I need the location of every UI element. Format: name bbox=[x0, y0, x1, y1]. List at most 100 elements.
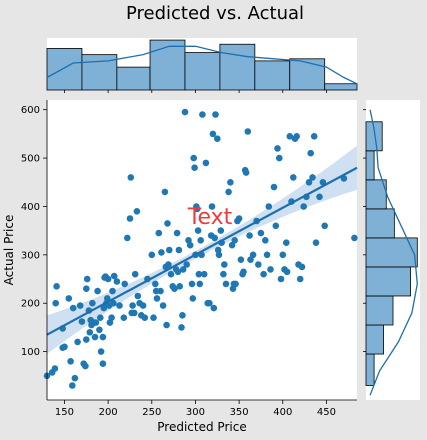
scatter-point bbox=[270, 183, 278, 191]
scatter-point bbox=[99, 333, 107, 341]
scatter-point bbox=[210, 304, 218, 312]
scatter-point bbox=[129, 302, 136, 309]
scatter-point bbox=[206, 299, 213, 307]
x-axis-ticks: 150 200 250 300 350 400 450 bbox=[55, 90, 336, 418]
scatter-point bbox=[83, 336, 90, 343]
scatter-point bbox=[78, 318, 86, 325]
y-axis-label: Actual Price bbox=[2, 215, 16, 286]
scatter-point bbox=[195, 270, 203, 278]
scatter-point bbox=[104, 295, 111, 302]
scatter-point bbox=[307, 149, 315, 157]
scatter-point bbox=[293, 133, 301, 140]
x-tick-label: 350 bbox=[230, 407, 249, 418]
x-tick-label: 300 bbox=[186, 407, 205, 418]
right-marginal-histogram bbox=[365, 109, 418, 396]
scatter-point bbox=[235, 215, 243, 222]
scatter-point bbox=[283, 268, 291, 276]
scatter-point bbox=[89, 299, 96, 307]
scatter-point bbox=[99, 360, 107, 368]
scatter-point bbox=[196, 280, 204, 288]
scatter-point bbox=[290, 174, 297, 181]
scatter-point bbox=[220, 270, 227, 278]
scatter-point bbox=[321, 222, 329, 230]
scatter-point bbox=[298, 263, 306, 271]
scatter-point bbox=[175, 246, 183, 254]
scatter-point bbox=[286, 133, 294, 140]
scatter-point bbox=[109, 287, 116, 295]
scatter-point bbox=[134, 292, 142, 300]
scatter-point bbox=[283, 239, 290, 246]
scatter-point bbox=[126, 215, 134, 222]
scatter-point bbox=[157, 287, 164, 295]
scatter-point bbox=[120, 314, 128, 322]
scatter-point bbox=[188, 280, 196, 288]
scatter-point bbox=[113, 278, 121, 285]
regression-line-path bbox=[46, 166, 358, 336]
scatter-point bbox=[71, 374, 79, 382]
scatter-point bbox=[265, 203, 273, 210]
scatter-point bbox=[161, 188, 169, 196]
scatter-point bbox=[260, 270, 267, 278]
scatter-point bbox=[155, 229, 163, 237]
scatter-point bbox=[267, 266, 274, 273]
scatter-point bbox=[274, 145, 281, 152]
scatter-point bbox=[227, 179, 234, 186]
top-marginal-histogram bbox=[46, 39, 358, 91]
scatter-point bbox=[276, 154, 283, 162]
scatter-point bbox=[178, 324, 185, 331]
confidence-band bbox=[47, 145, 357, 354]
scatter-point bbox=[158, 249, 165, 256]
top-histogram-bar bbox=[184, 52, 221, 91]
scatter-point bbox=[86, 329, 94, 336]
y-tick-label: 200 bbox=[21, 299, 40, 310]
scatter-point bbox=[141, 314, 149, 322]
scatter-point bbox=[108, 314, 115, 322]
x-tick-label: 250 bbox=[142, 407, 161, 418]
scatter-point bbox=[97, 348, 105, 355]
scatter-point bbox=[179, 312, 186, 319]
right-histogram-bar bbox=[365, 324, 384, 355]
scatter-point bbox=[231, 237, 238, 244]
regression-line bbox=[46, 166, 358, 336]
scatter-point bbox=[82, 362, 89, 370]
scatter-point bbox=[91, 333, 99, 341]
scatter-point bbox=[247, 256, 254, 264]
scatter-point bbox=[159, 302, 167, 309]
scatter-point bbox=[191, 164, 198, 171]
scatter-point bbox=[189, 295, 197, 302]
right-histogram-bar bbox=[365, 266, 411, 297]
scatter-point bbox=[197, 237, 204, 244]
scatter-point bbox=[257, 229, 265, 237]
scatter-point bbox=[246, 232, 253, 239]
scatter-point bbox=[190, 154, 197, 162]
scatter-point bbox=[179, 266, 187, 273]
text-annotation: Text bbox=[187, 205, 233, 230]
right-histogram-bar bbox=[365, 353, 375, 386]
scatter-point bbox=[100, 304, 108, 312]
scatter-point bbox=[316, 193, 323, 201]
scatter-point bbox=[279, 251, 287, 259]
right-histogram-bar bbox=[365, 295, 394, 326]
scatter-point bbox=[244, 128, 252, 135]
scatter-point bbox=[171, 285, 178, 293]
scatter-point bbox=[319, 179, 327, 186]
right-kde-curve bbox=[369, 109, 418, 396]
top-histogram-bar bbox=[46, 48, 83, 91]
scatter-point bbox=[131, 309, 138, 317]
scatter-point bbox=[300, 203, 308, 210]
scatter-point bbox=[296, 275, 304, 283]
scatter-point bbox=[277, 275, 285, 283]
scatter-point bbox=[165, 261, 172, 268]
scatter-point bbox=[309, 174, 316, 181]
y-axis-ticks: 100 200 300 400 500 600 bbox=[21, 105, 366, 358]
scatter-point bbox=[131, 270, 139, 278]
scatter-point bbox=[199, 111, 206, 118]
x-tick-label: 450 bbox=[317, 407, 336, 418]
scatter-point bbox=[263, 251, 271, 259]
x-tick-label: 200 bbox=[99, 407, 118, 418]
scatter-point bbox=[351, 234, 358, 242]
scatter-point bbox=[152, 280, 159, 288]
top-histogram-bar bbox=[289, 58, 326, 91]
scatter-point bbox=[249, 251, 257, 259]
